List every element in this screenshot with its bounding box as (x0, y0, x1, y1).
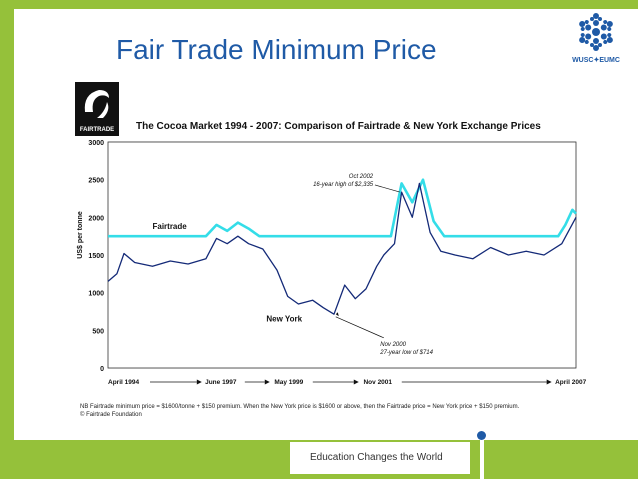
series-lines (107, 178, 577, 315)
chart-labels: 0 500 1000 1500 2000 2500 3000 US$ per tonne Apr… (77, 140, 586, 386)
annotation-high-pointer (374, 184, 400, 193)
y-tick-label: 1000 (88, 291, 104, 298)
annotation-low-date: Nov 2000 (380, 342, 406, 348)
annotation-low-pointer (335, 316, 384, 339)
snowflake-icon (576, 13, 616, 51)
plot-frame (107, 141, 577, 369)
slogan-divider (480, 440, 484, 479)
cocoa-price-chart: 0 500 1000 1500 2000 2500 3000 US$ per tonne Apr… (77, 140, 586, 386)
annotation-low-arrowhead (335, 312, 339, 317)
y-tick-label: 0 (100, 366, 104, 373)
slogan-text: Education Changes the World (310, 452, 443, 463)
logo-text: WUSC✦EUMC (572, 57, 620, 64)
chart-title: The Cocoa Market 1994 - 2007: Comparison… (136, 121, 541, 132)
y-tick-label: 2000 (88, 215, 104, 222)
y-tick-label: 500 (92, 328, 104, 335)
timeline-arrow-head (353, 379, 359, 385)
chart-footnote: NB Fairtrade minimum price = $1600/tonne… (80, 403, 519, 419)
fairtrade-logo-text: FAIRTRADE (79, 127, 115, 133)
left-accent-bar (0, 0, 14, 479)
y-tick-label: 1500 (88, 253, 104, 260)
fairtrade-series-label: Fairtrade (152, 222, 187, 231)
annotation-high-date: Oct 2002 (349, 174, 374, 180)
x-tick-label: Nov 2001 (363, 379, 392, 386)
x-tick-label: April 1994 (108, 379, 139, 386)
y-tick-label: 3000 (88, 140, 104, 147)
wusc-eumc-logo: WUSC✦EUMC (568, 10, 624, 72)
axes (107, 141, 577, 369)
top-accent-bar (0, 0, 638, 9)
footnote-line-2: © Fairtrade Foundation (80, 412, 142, 418)
fairtrade-mark-icon (84, 90, 109, 118)
slogan-box (290, 442, 470, 474)
x-tick-label: April 2007 (555, 379, 586, 386)
series-line-new-york (107, 182, 577, 315)
slogan-dot (477, 431, 486, 440)
y-tick-label: 2500 (88, 178, 104, 185)
series-line-fairtrade (108, 178, 577, 238)
timeline-arrow-head (196, 379, 202, 385)
annotation-low-value: 27-year low of $714 (379, 350, 433, 356)
x-tick-label: June 1997 (205, 379, 237, 386)
timeline-arrow-head (546, 379, 552, 385)
annotation-high-value: 16-year high of $2,335 (313, 182, 374, 188)
footnote-line-1: NB Fairtrade minimum price = $1600/tonne… (80, 404, 520, 410)
fairtrade-logo: FAIRTRADE (75, 82, 119, 136)
timeline-arrow-head (264, 379, 270, 385)
slide-title: Fair Trade Minimum Price (116, 34, 437, 65)
y-axis-label: US$ per tonne (77, 211, 84, 259)
x-tick-label: May 1999 (274, 379, 303, 386)
newyork-series-label: New York (266, 314, 302, 323)
